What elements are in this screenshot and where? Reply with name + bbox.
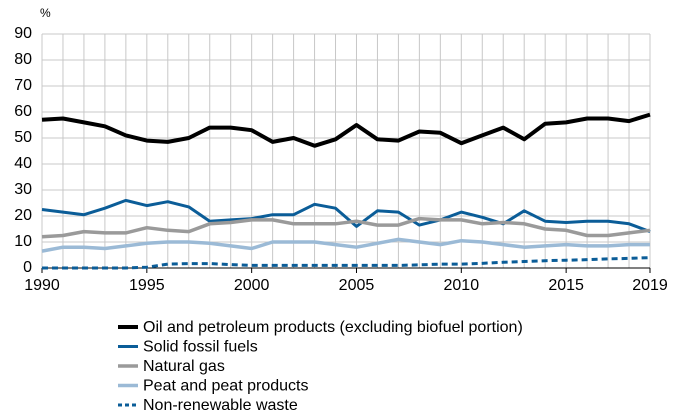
legend-label: Oil and petroleum products (excluding bi… [143,319,523,336]
legend-label: Solid fossil fuels [143,339,258,356]
x-tick-label: 2015 [548,277,584,294]
y-tick-label: 20 [14,207,32,224]
y-axis-label: % [40,6,51,20]
y-tick-label: 80 [14,51,32,68]
y-tick-label: 10 [14,233,32,250]
x-tick-label: 1995 [129,277,165,294]
x-tick-label: 1990 [24,277,60,294]
x-tick-label: 2000 [234,277,270,294]
legend-label: Peat and peat products [143,378,308,395]
data-line [41,216,651,239]
x-tick-label: 2005 [339,277,375,294]
y-tick-label: 90 [14,25,32,42]
y-tick-label: 70 [14,77,32,94]
x-tick-label: 2019 [632,277,668,294]
y-tick-label: 50 [14,129,32,146]
x-tick-label: 2010 [444,277,480,294]
legend-label: Natural gas [143,358,225,375]
data-line [41,198,651,234]
y-tick-label: 60 [14,103,32,120]
data-line [42,256,651,270]
data-line [41,237,650,253]
legend-label: Non-renewable waste [143,397,298,414]
y-tick-label: 0 [23,259,32,276]
data-line [41,112,651,148]
y-tick-label: 30 [14,181,32,198]
y-tick-label: 40 [14,155,32,172]
